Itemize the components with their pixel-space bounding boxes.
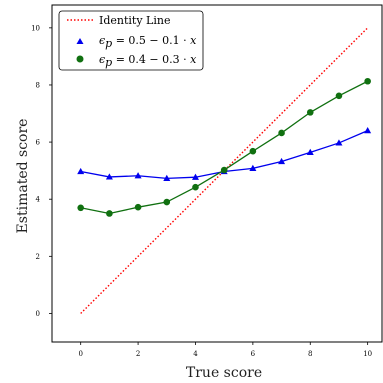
y-tick-label: 8 — [36, 81, 40, 89]
series-1-point — [364, 127, 372, 134]
series-0-line — [80, 27, 369, 314]
series-2-point — [278, 129, 285, 137]
series-2-point — [163, 198, 171, 206]
series-2-point — [192, 183, 199, 191]
series-1-point — [163, 174, 171, 181]
legend-triangle-marker — [76, 38, 84, 44]
x-tick-label: 10 — [363, 350, 372, 358]
y-tick-label: 0 — [36, 310, 40, 318]
legend-box — [58, 10, 204, 71]
x-tick-label: 8 — [308, 350, 312, 358]
legend-identity-label: Identity Line — [99, 14, 170, 27]
y-tick-label: 6 — [36, 139, 41, 147]
legend-circle-marker — [76, 55, 84, 63]
series-1-point — [278, 157, 286, 165]
legend-series-2-label: ϵp = 0.4 − 0.3 · x — [99, 53, 197, 69]
series-1-point — [191, 173, 199, 180]
x-tick-label: 2 — [136, 350, 140, 358]
x-tick-label: 4 — [193, 350, 198, 358]
series-1-point — [335, 139, 343, 146]
series-2-point — [306, 109, 314, 116]
y-tick-label: 4 — [36, 196, 41, 204]
legend-series-1-label: ϵp = 0.5 − 0.1 · x — [99, 34, 197, 50]
series-2-point — [220, 166, 228, 174]
x-tick-label: 6 — [251, 350, 256, 358]
series-2-point — [106, 210, 113, 217]
series-2-point — [364, 77, 371, 85]
series-layer — [77, 27, 372, 314]
legend: Identity Line ϵp = 0.5 − 0.1 · x ϵp = 0.… — [58, 10, 204, 71]
series-2-point — [134, 203, 142, 211]
plot-frame — [51, 4, 383, 343]
y-tick-label: 10 — [31, 24, 40, 32]
series-1-point — [249, 164, 257, 171]
y-tick-label: 2 — [36, 253, 40, 261]
series-1-point — [134, 172, 142, 179]
series-2-point — [77, 204, 84, 212]
series-2-point — [335, 92, 343, 100]
series-2-point — [249, 147, 257, 155]
series-1-point — [306, 148, 314, 155]
x-axis-label: True score — [186, 365, 262, 381]
series-1-point — [77, 167, 85, 175]
x-tick-label: 0 — [78, 350, 82, 358]
series-1-point — [105, 173, 113, 180]
y-axis-label: Estimated score — [15, 119, 31, 234]
axis-ticks: 0 2 4 6 8 10 0 2 4 6 8 10 — [31, 24, 372, 358]
